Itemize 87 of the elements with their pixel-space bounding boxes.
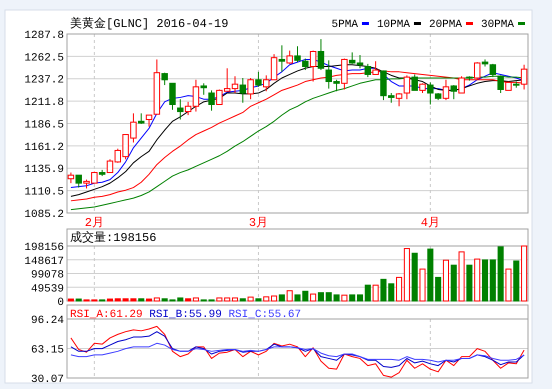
legend-label: 30PMA: [480, 19, 514, 31]
bar: [240, 298, 246, 302]
y-tick-label: 148617: [24, 256, 64, 268]
bar: [177, 297, 184, 302]
bar: [286, 290, 293, 302]
bar: [255, 298, 262, 302]
candlestick: [138, 112, 144, 124]
bar: [404, 248, 410, 302]
y-tick-label: 1085.2: [24, 209, 64, 221]
candlestick: [208, 90, 215, 112]
candlestick: [247, 78, 254, 100]
candlestick: [161, 72, 168, 86]
candlestick: [442, 79, 450, 101]
legend-label: 5PMA: [332, 19, 358, 31]
bar: [310, 294, 316, 302]
candlestick: [318, 38, 324, 71]
candlestick: [404, 74, 410, 100]
y-tick-label: 1186.5: [24, 120, 64, 132]
y-tick-label: 1211.8: [24, 97, 64, 110]
y-tick-label: 49539: [30, 283, 64, 296]
y-tick-label: 1262.5: [24, 52, 64, 64]
legend-label: 20PMA: [428, 19, 462, 31]
bar: [185, 298, 192, 302]
candlestick: [240, 78, 246, 104]
candlestick: [255, 71, 262, 88]
text: RSI_C:55.67: [222, 309, 302, 321]
bar: [356, 294, 364, 302]
series-label: RSI_B:55.99: [142, 309, 222, 321]
candlestick: [68, 172, 74, 184]
bar: [232, 297, 238, 302]
candlestick: [364, 63, 372, 78]
bar: [294, 294, 301, 302]
series-label: RSI_A:61.29: [70, 309, 143, 321]
line-series: [70, 342, 525, 363]
y-tick-label: 198156: [24, 242, 64, 254]
y-tick-label: 1110.5: [24, 186, 64, 199]
bar: [513, 260, 520, 302]
y-tick-label: 1135.9: [24, 164, 64, 176]
chart-title: 美黄金[GLNC] 2016-04-19: [70, 16, 228, 31]
candlestick: [200, 82, 207, 96]
bar: [372, 284, 379, 302]
candlestick: [177, 98, 184, 120]
candlestick: [146, 114, 152, 128]
bar: [192, 297, 199, 302]
y-tick-label: 99078: [30, 270, 64, 282]
bar: [505, 268, 512, 302]
bar: [341, 294, 348, 302]
y-tick-label: 0: [57, 297, 64, 309]
y-tick-label: 30.07: [30, 374, 64, 386]
bar: [364, 284, 371, 302]
bar: [466, 264, 472, 302]
bar: [248, 296, 254, 302]
bar: [419, 268, 426, 302]
candlestick: [427, 82, 434, 106]
bar: [482, 259, 488, 302]
chart-title: 成交量:198156: [70, 230, 156, 245]
y-tick-label: 1237.2: [24, 74, 64, 87]
y-tick-label: 96.24: [30, 315, 64, 327]
bar: [412, 252, 418, 302]
candlestick: [396, 92, 402, 107]
x-tick-label: 4月: [420, 216, 440, 230]
candlestick: [458, 76, 465, 94]
candlestick: [286, 50, 293, 64]
line-series: [70, 331, 525, 368]
bar: [396, 276, 402, 302]
bar: [450, 264, 457, 302]
y-tick-label: 1161.2: [24, 142, 64, 154]
bar: [349, 294, 356, 302]
bar: [130, 298, 136, 302]
y-tick-label: 1287.8: [24, 30, 64, 42]
bar: [474, 258, 480, 302]
candlestick: [278, 44, 286, 72]
x-tick-label: 2月: [84, 216, 104, 230]
bar: [458, 251, 465, 302]
bar: [442, 260, 449, 302]
legend-label: 10PMA: [376, 19, 410, 31]
bar: [278, 294, 285, 302]
bar: [162, 298, 168, 302]
line-series: [70, 326, 525, 378]
candlestick: [75, 174, 82, 188]
candlestick: [450, 84, 458, 100]
y-tick-label: 63.15: [30, 344, 64, 357]
candlestick: [169, 82, 176, 110]
bar: [154, 297, 160, 302]
bar: [138, 298, 144, 302]
bar: [302, 290, 308, 302]
x-tick-label: 3月: [248, 216, 268, 230]
